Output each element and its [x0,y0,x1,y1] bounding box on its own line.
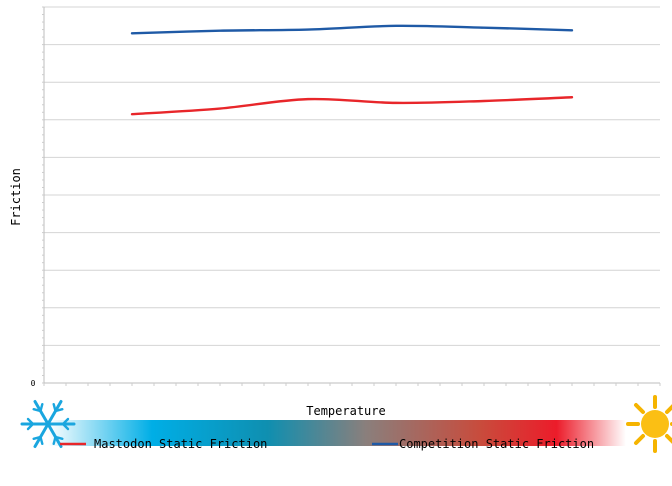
x-axis-label: Temperature [306,404,385,418]
y-tick-label: 0 [31,379,36,388]
series-layer [132,26,572,114]
sun-icon [628,397,672,451]
legend-label-competition: Competition Static Friction [399,437,594,451]
gridlines [44,7,660,345]
series-line-competition [132,26,572,34]
legend-label-mastodon: Mastodon Static Friction [94,437,267,451]
series-line-mastodon [132,97,572,114]
y-axis-label: Friction [9,168,23,226]
tick-marks [42,7,660,386]
